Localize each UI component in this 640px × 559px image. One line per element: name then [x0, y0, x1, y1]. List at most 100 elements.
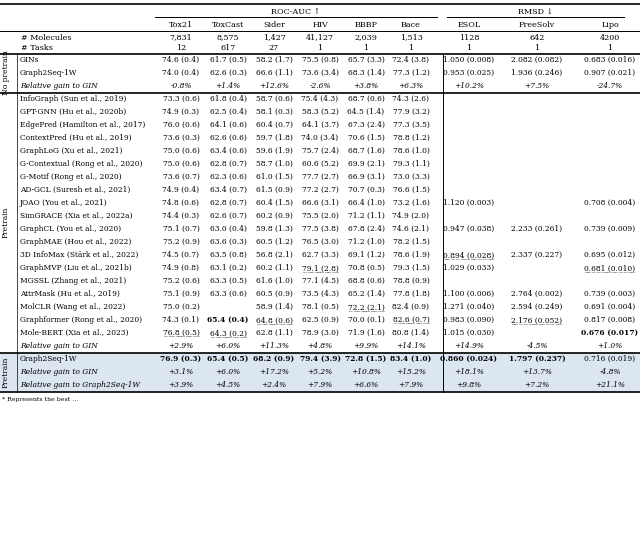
Text: 58.1 (0.3): 58.1 (0.3) [255, 108, 292, 116]
Text: 76.0 (0.6): 76.0 (0.6) [163, 121, 200, 129]
Text: InfoGraph (Sun et al., 2019): InfoGraph (Sun et al., 2019) [20, 95, 126, 103]
Text: +3.1%: +3.1% [168, 368, 194, 376]
Text: HIV: HIV [312, 21, 328, 29]
Text: 0.947 (0.038): 0.947 (0.038) [444, 225, 495, 233]
Text: -4.8%: -4.8% [599, 368, 621, 376]
Text: 1: 1 [607, 45, 612, 53]
Text: 77.3 (1.2): 77.3 (1.2) [392, 69, 429, 77]
Text: 56.8 (2.1): 56.8 (2.1) [255, 251, 292, 259]
Text: Lipo: Lipo [601, 21, 619, 29]
Text: 75.0 (0.6): 75.0 (0.6) [163, 147, 200, 155]
Text: Bace: Bace [401, 21, 421, 29]
Text: No pretrain: No pretrain [2, 50, 10, 96]
Text: 58.7 (1.0): 58.7 (1.0) [255, 160, 292, 168]
Text: 62.8 (0.7): 62.8 (0.7) [209, 160, 246, 168]
Text: 7̲9̲.̲1̲ ̲(̲2̲.̲8̲)̲: 7̲9̲.̲1̲ ̲(̲2̲.̲8̲)̲ [301, 264, 339, 272]
Text: 74.9 (0.3): 74.9 (0.3) [163, 108, 200, 116]
Text: GraphMVP (Liu et al., 2021b): GraphMVP (Liu et al., 2021b) [20, 264, 132, 272]
Text: AttrMask (Hu et al., 2019): AttrMask (Hu et al., 2019) [20, 290, 120, 298]
Text: 2.764 (0.002): 2.764 (0.002) [511, 290, 563, 298]
Text: 68.7 (1.6): 68.7 (1.6) [348, 147, 385, 155]
Text: 69.1 (1.2): 69.1 (1.2) [348, 251, 385, 259]
Text: 80.8 (1.4): 80.8 (1.4) [392, 329, 429, 337]
Text: 74.6 (0.4): 74.6 (0.4) [163, 56, 200, 64]
Text: +6.0%: +6.0% [216, 368, 241, 376]
Text: ROC-AUC ↑: ROC-AUC ↑ [271, 8, 321, 16]
Text: 1: 1 [364, 45, 369, 53]
Text: Graph2Seq-1W: Graph2Seq-1W [20, 355, 77, 363]
Text: Pretrain: Pretrain [2, 207, 10, 238]
Text: RMSD ↓: RMSD ↓ [518, 8, 553, 16]
Text: ContextPred (Hu et al., 2019): ContextPred (Hu et al., 2019) [20, 134, 132, 142]
Text: 1: 1 [534, 45, 540, 53]
Text: 68.7 (0.6): 68.7 (0.6) [348, 95, 385, 103]
Text: 72.8 (1.5): 72.8 (1.5) [346, 355, 387, 363]
Text: 75.2 (0.9): 75.2 (0.9) [163, 238, 200, 246]
Text: +5.2%: +5.2% [307, 368, 333, 376]
Text: 63.1 (0.2): 63.1 (0.2) [209, 264, 246, 272]
Text: 78.2 (1.5): 78.2 (1.5) [392, 238, 429, 246]
Text: 78.1 (0.5): 78.1 (0.5) [301, 303, 339, 311]
Text: G-Motif (Rong et al., 2020): G-Motif (Rong et al., 2020) [20, 173, 122, 181]
Text: 68.2 (0.9): 68.2 (0.9) [253, 355, 294, 363]
Text: 78.8 (0.9): 78.8 (0.9) [392, 277, 429, 285]
Text: 62.6 (0.7): 62.6 (0.7) [209, 212, 246, 220]
Text: 41,127: 41,127 [306, 34, 334, 41]
Text: -24.7%: -24.7% [597, 82, 623, 90]
Text: +14.1%: +14.1% [396, 342, 426, 350]
Text: Graph2Seq-1W: Graph2Seq-1W [20, 69, 77, 77]
Text: * Represents the best ...: * Represents the best ... [2, 396, 78, 401]
Text: 1128: 1128 [459, 34, 479, 41]
Text: JOAO (You et al., 2021): JOAO (You et al., 2021) [20, 199, 108, 207]
Text: 60.2 (1.1): 60.2 (1.1) [255, 264, 292, 272]
Text: 73.3 (0.6): 73.3 (0.6) [163, 95, 200, 103]
Text: 70.7 (0.3): 70.7 (0.3) [348, 186, 385, 194]
Text: 73.6 (3.4): 73.6 (3.4) [301, 69, 339, 77]
Text: +4.8%: +4.8% [307, 342, 333, 350]
Text: 8,575: 8,575 [217, 34, 239, 41]
Text: 0.983 (0.090): 0.983 (0.090) [444, 316, 495, 324]
Text: 74.0 (0.4): 74.0 (0.4) [163, 69, 200, 77]
Text: 8̲2̲.̲6̲ ̲(̲0̲.̲7̲)̲: 8̲2̲.̲6̲ ̲(̲0̲.̲7̲)̲ [392, 316, 429, 324]
Text: 0.716 (0.019): 0.716 (0.019) [584, 355, 636, 363]
Text: 2.233 (0.261): 2.233 (0.261) [511, 225, 563, 233]
Text: 75.1 (0.9): 75.1 (0.9) [163, 290, 200, 298]
Text: 63.4 (0.7): 63.4 (0.7) [209, 186, 246, 194]
Text: 62.8 (1.1): 62.8 (1.1) [255, 329, 292, 337]
Text: 62.7 (3.3): 62.7 (3.3) [301, 251, 339, 259]
Text: Graphformer (Rong et al., 2020): Graphformer (Rong et al., 2020) [20, 316, 142, 324]
Text: 2.594 (0.249): 2.594 (0.249) [511, 303, 563, 311]
Text: 61.5 (0.9): 61.5 (0.9) [255, 186, 292, 194]
Text: 76.6 (1.5): 76.6 (1.5) [392, 186, 429, 194]
Text: 58.7 (0.6): 58.7 (0.6) [255, 95, 292, 103]
Text: # Molecules: # Molecules [21, 34, 72, 41]
Text: AD-GCL (Suresh et al., 2021): AD-GCL (Suresh et al., 2021) [20, 186, 131, 194]
Text: 74.6 (2.1): 74.6 (2.1) [392, 225, 429, 233]
Text: GraphLoG (Xu et al., 2021): GraphLoG (Xu et al., 2021) [20, 147, 122, 155]
Text: 74.3 (2.6): 74.3 (2.6) [392, 95, 429, 103]
Text: 61.0 (1.5): 61.0 (1.5) [255, 173, 292, 181]
Text: 7̲6̲.̲8̲ ̲(̲0̲.̲5̲)̲: 7̲6̲.̲8̲ ̲(̲0̲.̲5̲)̲ [163, 329, 200, 337]
Text: +3.8%: +3.8% [353, 82, 379, 90]
Text: 6̲4̲.̲8̲ ̲(̲0̲.̲6̲)̲: 6̲4̲.̲8̲ ̲(̲0̲.̲6̲)̲ [255, 316, 292, 324]
Text: 62.8 (0.7): 62.8 (0.7) [209, 199, 246, 207]
Text: 75.5 (0.8): 75.5 (0.8) [301, 56, 339, 64]
Text: 77.3 (3.5): 77.3 (3.5) [392, 121, 429, 129]
Text: 2.337 (0.227): 2.337 (0.227) [511, 251, 563, 259]
Text: +12.6%: +12.6% [259, 82, 289, 90]
Text: 66.6 (1.1): 66.6 (1.1) [255, 69, 292, 77]
Text: MGSSL (Zhang et al., 2021): MGSSL (Zhang et al., 2021) [20, 277, 126, 285]
Text: 0.860 (0.024): 0.860 (0.024) [440, 355, 497, 363]
Text: +9.9%: +9.9% [353, 342, 379, 350]
Text: +13.7%: +13.7% [522, 368, 552, 376]
Text: 74.4 (0.3): 74.4 (0.3) [163, 212, 200, 220]
Text: 2,039: 2,039 [355, 34, 378, 41]
Text: 1.797 (0.237): 1.797 (0.237) [509, 355, 565, 363]
Text: 63.4 (0.6): 63.4 (0.6) [209, 147, 246, 155]
Text: 12: 12 [176, 45, 186, 53]
Text: +11.3%: +11.3% [259, 342, 289, 350]
Text: 73.6 (0.7): 73.6 (0.7) [163, 173, 200, 181]
Text: 73.2 (1.6): 73.2 (1.6) [392, 199, 429, 207]
Text: Mole-BERT (Xia et al., 2023): Mole-BERT (Xia et al., 2023) [20, 329, 129, 337]
Text: 59.7 (1.8): 59.7 (1.8) [255, 134, 292, 142]
